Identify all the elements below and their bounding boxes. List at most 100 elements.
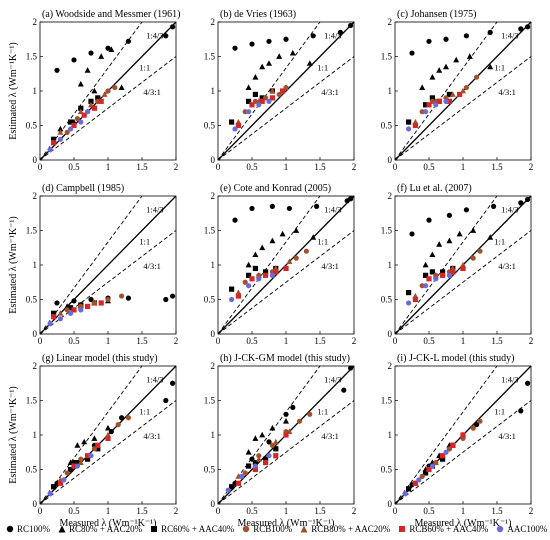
data-point xyxy=(463,207,469,213)
x-tick-label: 1 xyxy=(106,506,111,516)
data-point xyxy=(98,53,105,59)
panel-title: (f) Lu et al. (2007) xyxy=(397,183,472,194)
x-tick-label: 1 xyxy=(284,162,289,172)
x-tick-label: 1 xyxy=(461,336,466,346)
data-point xyxy=(259,63,266,70)
data-point xyxy=(112,84,118,91)
data-point xyxy=(283,265,289,272)
data-point xyxy=(518,408,524,414)
data-point xyxy=(98,98,104,104)
y-tick-label: 1 xyxy=(33,260,38,270)
data-point xyxy=(269,203,275,209)
data-point xyxy=(446,91,452,98)
y-axis-label: Estimated λ (Wm⁻¹K⁻¹) xyxy=(8,216,19,314)
x-tick-label: 2 xyxy=(174,336,179,346)
y-tick-label: 0.5 xyxy=(204,121,216,131)
data-point xyxy=(406,126,412,132)
data-point xyxy=(252,460,258,466)
data-point xyxy=(426,38,432,44)
panel-title: (d) Campbell (1985) xyxy=(42,183,124,194)
data-point xyxy=(456,230,463,237)
ref-line xyxy=(394,400,532,505)
data-point xyxy=(263,272,269,278)
ref-line-label: 1:4/3 xyxy=(501,375,518,385)
data-point xyxy=(525,196,531,203)
legend-label: AAC100% xyxy=(507,524,548,534)
data-point xyxy=(163,397,169,404)
data-point xyxy=(78,119,84,125)
data-point xyxy=(115,422,121,428)
ref-line xyxy=(394,195,498,335)
data-point xyxy=(71,122,77,129)
data-point xyxy=(466,53,473,59)
y-tick-label: 1.5 xyxy=(26,226,38,236)
x-tick-label: 0.5 xyxy=(423,162,435,172)
y-tick-label: 0.5 xyxy=(381,465,393,475)
ref-line-label: 1:4/3 xyxy=(324,205,341,215)
data-point xyxy=(280,88,286,94)
data-point xyxy=(163,33,169,39)
data-point xyxy=(450,269,456,275)
data-point xyxy=(125,415,131,421)
legend-label: RC100% xyxy=(17,524,51,534)
data-point xyxy=(259,244,266,251)
ref-line-label: 1:4/3 xyxy=(146,31,163,41)
ref-line-label: 1:4/3 xyxy=(324,31,341,41)
y-tick-label: 1.5 xyxy=(204,396,216,406)
ref-line xyxy=(39,21,143,161)
legend-label: RCB80% + AAC20% xyxy=(311,524,391,534)
ref-line-label: 1:4/3 xyxy=(324,375,341,385)
data-point xyxy=(440,456,446,462)
data-point xyxy=(429,463,435,469)
x-tick-label: 0.5 xyxy=(246,336,258,346)
y-tick-label: 1.5 xyxy=(204,226,216,236)
data-point xyxy=(426,466,432,473)
data-point xyxy=(245,449,252,455)
legend-marker-icon xyxy=(399,526,406,532)
data-point xyxy=(263,269,269,275)
x-tick-label: 2 xyxy=(174,506,179,516)
data-point xyxy=(255,455,262,462)
x-axis-label: Measured λ (Wm⁻¹K⁻¹) xyxy=(415,518,512,529)
data-point xyxy=(242,470,248,476)
data-point xyxy=(85,109,91,115)
y-tick-label: 0 xyxy=(33,329,38,339)
x-tick-label: 0.5 xyxy=(423,506,435,516)
panel-4: (d) Campbell (1985) 0 0.5 1 1.5 2 0 0.5 1 1.5 2 1:4… xyxy=(8,183,178,346)
data-point xyxy=(91,105,97,111)
data-point xyxy=(57,316,64,322)
data-point xyxy=(429,95,435,101)
ref-line-label: 1:4/3 xyxy=(146,375,163,385)
data-point xyxy=(91,299,98,306)
data-point xyxy=(463,33,469,39)
legend-item: RC80% + AAC20% xyxy=(58,524,142,534)
y-tick-label: 1 xyxy=(388,430,393,440)
x-tick-label: 1 xyxy=(461,506,466,516)
data-point xyxy=(297,418,303,424)
ref-line xyxy=(394,365,498,505)
data-point xyxy=(95,95,101,101)
data-point xyxy=(64,470,70,476)
data-point xyxy=(306,60,313,66)
y-tick-label: 0 xyxy=(388,155,393,165)
ref-line xyxy=(217,21,355,161)
y-tick-label: 1 xyxy=(211,260,216,270)
data-point xyxy=(77,303,84,309)
legend-item: RCB100% xyxy=(242,524,292,534)
y-axis-label: Estimated λ (Wm⁻¹K⁻¹) xyxy=(8,42,19,140)
data-point xyxy=(279,230,286,237)
x-tick-label: 0 xyxy=(38,336,43,346)
data-point xyxy=(266,38,272,44)
data-point xyxy=(252,91,258,98)
data-point xyxy=(71,463,77,469)
data-point xyxy=(348,22,354,29)
data-point xyxy=(289,49,296,56)
data-point xyxy=(105,88,111,94)
data-point xyxy=(453,56,460,63)
data-point xyxy=(432,459,439,465)
data-point xyxy=(95,442,101,448)
data-point xyxy=(266,60,272,66)
x-tick-label: 0 xyxy=(216,506,221,516)
y-tick-label: 2 xyxy=(33,17,38,27)
data-point xyxy=(47,147,53,153)
